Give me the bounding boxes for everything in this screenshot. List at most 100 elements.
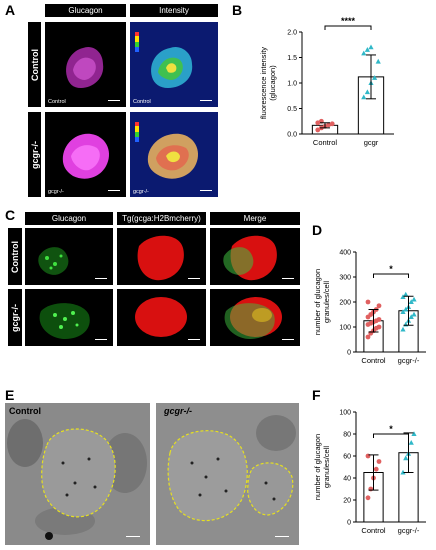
e-label-gcgr: gcgr-/- [164, 406, 192, 416]
scale-bar [108, 189, 120, 191]
data-point [326, 122, 332, 128]
data-point [315, 120, 321, 126]
a-inset-label: Control [133, 99, 151, 105]
y-tick-label: 100 [339, 410, 351, 417]
x-tick-label: gcgr [364, 138, 379, 147]
a-col-header-intensity: Intensity [130, 4, 218, 17]
panel-letter-d: D [312, 222, 323, 238]
y-axis-label: granules/cell [322, 281, 331, 323]
e-label-control: Control [9, 406, 41, 416]
y-tick-label: 0 [347, 350, 351, 357]
c-gcgr-mcherry-signal [135, 297, 187, 337]
e-gcgr-em-image: gcgr-/- [156, 403, 299, 545]
c-gcgr-mcherry-image [117, 289, 206, 346]
data-point [400, 309, 406, 314]
data-point [368, 486, 374, 492]
data-point [364, 89, 370, 95]
x-tick-label: gcgr-/- [398, 526, 420, 535]
y-tick-label: 100 [339, 325, 351, 332]
data-point [408, 299, 414, 304]
significance-bracket [324, 25, 372, 30]
data-point [365, 334, 371, 340]
panel-letter-e: E [5, 387, 15, 403]
y-tick-label: 0 [347, 520, 351, 527]
y-tick-label: 40 [343, 476, 351, 483]
a-gcgr-glucagon-image: gcgr-/- [45, 112, 126, 197]
y-axis-label: (glucagon) [268, 65, 277, 101]
data-point [400, 294, 406, 299]
significance-bracket [373, 433, 409, 438]
scale-bar [95, 277, 107, 279]
c-col-header-mcherry: Tg(gcga:H2Bmcherry) [117, 212, 206, 225]
c-gcgr-glucagon-signal [39, 303, 90, 339]
e-gcgr-em-texture [156, 403, 299, 545]
e-control-em-texture [5, 403, 150, 545]
c-control-merge-signal [223, 235, 277, 281]
a-gcgr-glucagon-signal [62, 133, 110, 179]
data-point [400, 326, 406, 332]
a-col-header-glucagon: Glucagon [45, 4, 126, 17]
c-control-glucagon-signal [38, 247, 69, 275]
data-point [403, 455, 409, 461]
a-control-intensity-image: Control [130, 22, 218, 107]
data-point [375, 58, 381, 64]
scale-bar [200, 189, 212, 191]
c-control-glucagon-image [25, 228, 113, 285]
data-point [408, 314, 414, 319]
c-col-header-merge: Merge [210, 212, 300, 225]
scale-bar [282, 338, 294, 340]
y-axis-label: fluorescence intensity [259, 47, 268, 119]
y-tick-label: 0.0 [287, 132, 297, 139]
c-row-label-control: Control [8, 228, 22, 285]
a-inset-label: Control [48, 99, 66, 105]
y-tick-label: 2.0 [287, 30, 297, 37]
scale-bar [282, 277, 294, 279]
data-point [403, 291, 409, 297]
scale-bar [188, 338, 200, 340]
c-gcgr-glucagon-image [25, 289, 113, 346]
data-point [411, 296, 417, 302]
x-tick-label: Control [313, 138, 338, 147]
y-axis-label: number of glucagon [313, 434, 322, 500]
data-point [364, 47, 370, 52]
data-point [376, 324, 382, 330]
data-point [329, 121, 335, 127]
y-tick-label: 80 [343, 432, 351, 439]
a-row-label-gcgr: gcgr-/- [28, 112, 41, 197]
x-tick-label: Control [361, 526, 386, 535]
significance-label: * [389, 264, 393, 274]
chart-b: 0.0 0.5 1.0 1.5 2.0 fluorescence intensity (gl… [259, 16, 394, 147]
chart-f: 0 20 40 60 80 100 number of glucagon granules/c… [313, 410, 426, 535]
c-col-header-glucagon: Glucagon [25, 212, 113, 225]
significance-label: **** [341, 16, 356, 26]
data-point [376, 303, 382, 309]
data-point [372, 75, 378, 80]
data-point [361, 94, 367, 100]
data-point [361, 50, 367, 56]
scale-bar [188, 277, 200, 279]
data-point [365, 453, 371, 459]
y-axis-label: number of glucagon [313, 269, 322, 335]
data-point [365, 299, 371, 305]
c-row-label-gcgr: gcgr-/- [8, 289, 22, 346]
y-tick-label: 0.5 [287, 106, 297, 113]
panel-letter-b: B [232, 2, 243, 18]
y-tick-label: 200 [339, 300, 351, 307]
significance-label: * [389, 424, 393, 434]
scale-bar [95, 338, 107, 340]
c-control-mcherry-image [117, 228, 206, 285]
x-tick-label: Control [361, 356, 386, 365]
y-tick-label: 400 [339, 250, 351, 257]
scale-bar [275, 535, 289, 537]
data-point [365, 495, 371, 501]
a-inset-label: gcgr-/- [133, 189, 149, 195]
y-tick-label: 1.5 [287, 55, 297, 62]
scale-bar [200, 99, 212, 101]
a-control-intensity-map [130, 22, 218, 107]
y-axis-label: granules/cell [322, 446, 331, 488]
a-control-glucagon-image: Control [45, 22, 126, 107]
a-gcgr-intensity-map [130, 112, 218, 197]
chart-d: 0 100 200 300 400 number of glucagon granules/… [313, 250, 426, 365]
c-control-merge-image [210, 228, 300, 285]
data-point [368, 44, 374, 50]
